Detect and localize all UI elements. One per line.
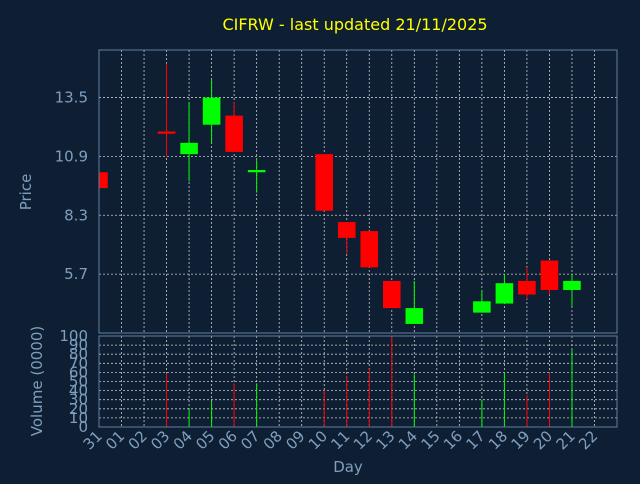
candle-body [563,280,581,290]
candle-body [315,154,334,211]
candle [382,280,401,309]
price-tick-label: 5.7 [64,265,88,283]
candle-body [337,222,356,238]
candle [157,63,176,157]
price-tick-label: 10.9 [55,147,88,165]
candle [202,79,221,143]
candle [180,102,198,182]
price-panel-border [98,49,618,334]
candle-body [157,131,176,134]
price-axis-label: Price [17,174,35,211]
candle-body [225,115,243,152]
candle [473,289,491,313]
volume-tick-label: 40 [69,382,88,400]
candle-body [540,260,559,290]
candle-body [247,169,266,173]
candle-body [99,172,108,189]
candle-body [360,231,379,268]
volume-tick-label: 50 [69,373,88,391]
candle-body [518,280,536,295]
volume-tick-label: 60 [69,363,88,381]
volume-tick-label: 0 [78,418,88,436]
price-tick-label: 8.3 [64,206,88,224]
candle [360,231,379,268]
candle-body [382,280,401,309]
x-axis-label: Day [333,458,363,476]
candle-body [202,97,221,125]
volume-tick-label: 10 [69,409,88,427]
candle [495,274,514,304]
candle [225,102,243,152]
volume-tick-label: 20 [69,400,88,418]
candles [98,63,581,324]
price-tick-label: 13.5 [55,89,88,107]
candle [315,154,334,211]
volume-bars [166,336,573,427]
candle [540,260,559,295]
volume-tick-label: 100 [59,327,88,345]
chart-title: CIFRW - last updated 21/11/2025 [222,15,487,34]
x-tick-label: 22 [575,427,601,453]
candle-body [473,301,491,313]
candle-body [180,142,198,155]
volume-grid [99,336,617,427]
candle [405,280,424,324]
volume-panel-border [98,335,618,428]
candle [563,274,581,306]
volume-tick-label: 80 [69,345,88,363]
volume-tick-label: 30 [69,391,88,409]
candle [98,172,108,189]
volume-tick-label: 70 [69,354,88,372]
candle-body [405,308,424,324]
price-grid [99,50,617,333]
volume-tick-label: 90 [69,336,88,354]
candle [518,267,536,300]
axes: 5.78.310.913.501020304050607080901003101… [55,49,618,453]
candle [337,222,356,254]
volume-axis-label: Volume (0000) [28,326,46,436]
candle [247,158,266,193]
candle-body [495,283,514,304]
